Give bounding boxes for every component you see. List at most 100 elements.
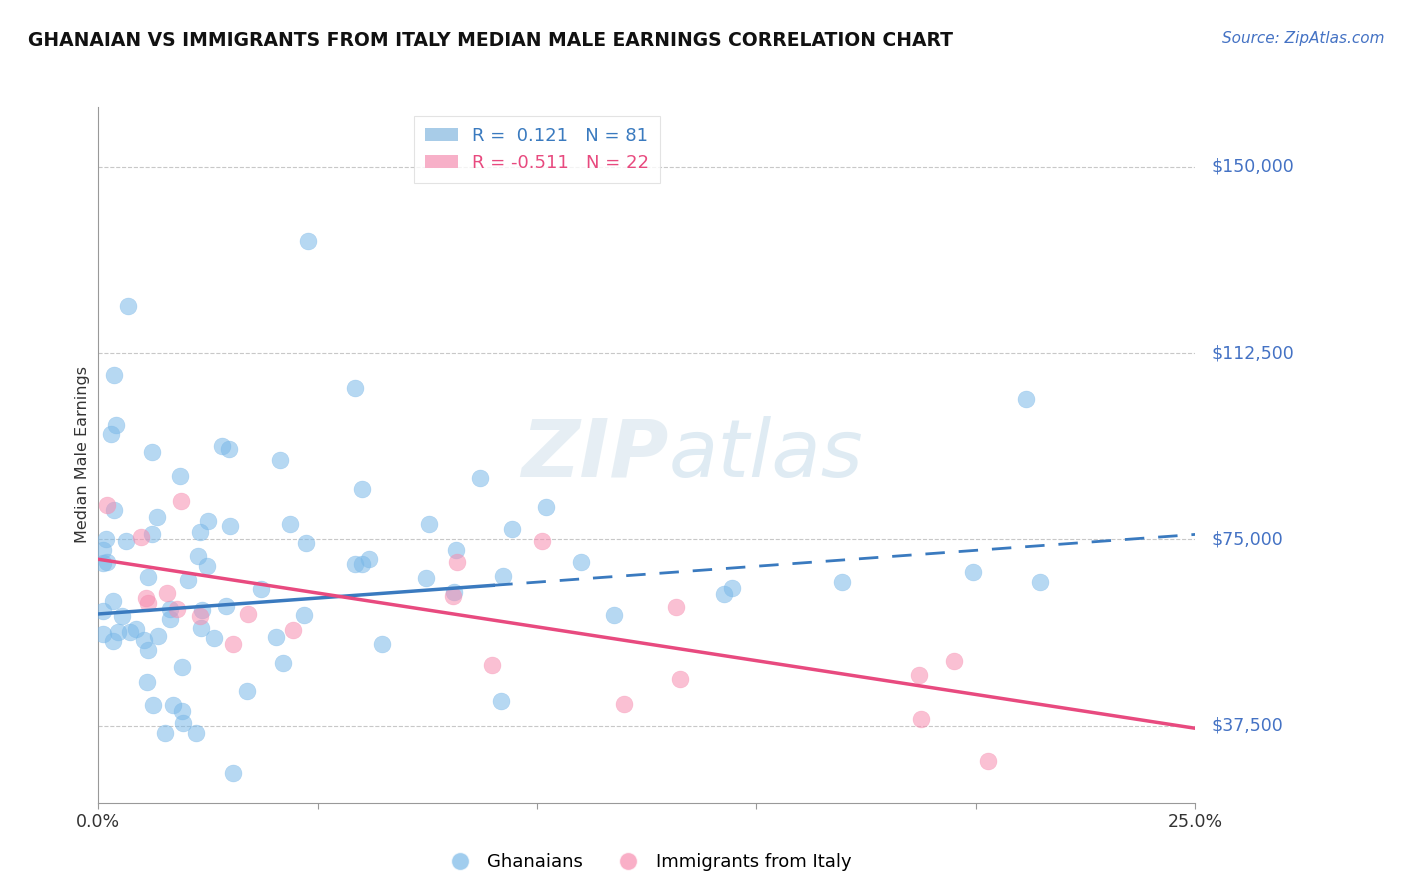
- Point: [236, 683, 259, 698]
- Point: [135, 591, 157, 605]
- Point: [211, 439, 233, 453]
- Point: [184, 726, 207, 740]
- Point: [103, 368, 125, 383]
- Y-axis label: Median Male Earnings: Median Male Earnings: [75, 367, 90, 543]
- Point: [910, 712, 932, 726]
- Point: [136, 596, 159, 610]
- Point: [278, 516, 301, 531]
- Point: [134, 633, 156, 648]
- Point: [357, 551, 380, 566]
- Point: [491, 568, 513, 582]
- Point: [170, 704, 193, 718]
- Point: [162, 698, 184, 713]
- Point: [343, 381, 366, 395]
- Point: [91, 627, 114, 641]
- Point: [713, 587, 735, 601]
- Point: [218, 519, 240, 533]
- Point: [197, 514, 219, 528]
- Text: $150,000: $150,000: [1212, 158, 1295, 176]
- Point: [441, 589, 464, 603]
- Point: [481, 658, 503, 673]
- Point: [344, 557, 367, 571]
- Legend: R =  0.121   N = 81, R = -0.511   N = 22: R = 0.121 N = 81, R = -0.511 N = 22: [415, 116, 659, 183]
- Point: [613, 697, 636, 711]
- Point: [153, 725, 176, 739]
- Point: [125, 622, 148, 636]
- Point: [418, 516, 440, 531]
- Point: [668, 673, 690, 687]
- Point: [169, 469, 191, 483]
- Point: [91, 604, 114, 618]
- Point: [100, 426, 122, 441]
- Point: [101, 634, 124, 648]
- Point: [117, 299, 139, 313]
- Point: [118, 625, 141, 640]
- Point: [96, 555, 118, 569]
- Legend: Ghanaians, Immigrants from Italy: Ghanaians, Immigrants from Italy: [434, 847, 859, 879]
- Point: [415, 570, 437, 584]
- Point: [148, 629, 170, 643]
- Point: [156, 585, 179, 599]
- Point: [977, 754, 1000, 768]
- Point: [665, 599, 688, 614]
- Point: [962, 565, 984, 579]
- Point: [103, 502, 125, 516]
- Point: [352, 557, 374, 571]
- Point: [107, 624, 129, 639]
- Point: [129, 530, 152, 544]
- Point: [907, 667, 929, 681]
- Point: [141, 445, 163, 459]
- Point: [142, 698, 165, 712]
- Point: [236, 607, 259, 621]
- Point: [501, 522, 523, 536]
- Point: [446, 555, 468, 569]
- Point: [172, 660, 194, 674]
- Point: [188, 609, 211, 624]
- Point: [443, 585, 465, 599]
- Text: atlas: atlas: [669, 416, 863, 494]
- Point: [218, 442, 240, 456]
- Point: [195, 559, 218, 574]
- Point: [534, 500, 557, 515]
- Point: [136, 570, 159, 584]
- Point: [170, 493, 193, 508]
- Point: [603, 607, 626, 622]
- Point: [188, 524, 211, 539]
- Point: [942, 654, 965, 668]
- Point: [159, 611, 181, 625]
- Point: [222, 766, 245, 780]
- Point: [292, 607, 315, 622]
- Point: [141, 527, 163, 541]
- Text: $112,500: $112,500: [1212, 344, 1295, 362]
- Text: ZIP: ZIP: [522, 416, 669, 494]
- Point: [105, 418, 128, 433]
- Point: [111, 608, 134, 623]
- Point: [530, 533, 553, 548]
- Point: [250, 582, 273, 596]
- Point: [721, 581, 744, 595]
- Point: [166, 601, 188, 615]
- Point: [190, 621, 212, 635]
- Point: [1015, 392, 1038, 407]
- Point: [176, 574, 198, 588]
- Point: [297, 234, 319, 248]
- Point: [91, 556, 114, 570]
- Point: [470, 471, 492, 485]
- Point: [190, 603, 212, 617]
- Point: [159, 602, 181, 616]
- Text: $37,500: $37,500: [1212, 717, 1284, 735]
- Point: [831, 575, 853, 590]
- Point: [202, 631, 225, 645]
- Point: [136, 643, 159, 657]
- Point: [172, 716, 194, 731]
- Point: [91, 543, 114, 558]
- Point: [350, 482, 373, 496]
- Text: Source: ZipAtlas.com: Source: ZipAtlas.com: [1222, 31, 1385, 46]
- Point: [103, 594, 125, 608]
- Point: [271, 656, 294, 670]
- Point: [1028, 574, 1050, 589]
- Text: $75,000: $75,000: [1212, 531, 1284, 549]
- Point: [269, 453, 291, 467]
- Point: [491, 694, 513, 708]
- Text: GHANAIAN VS IMMIGRANTS FROM ITALY MEDIAN MALE EARNINGS CORRELATION CHART: GHANAIAN VS IMMIGRANTS FROM ITALY MEDIAN…: [28, 31, 953, 50]
